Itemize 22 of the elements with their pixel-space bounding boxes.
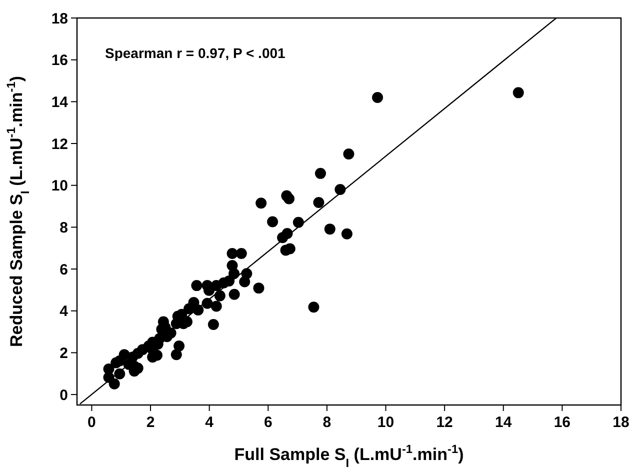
x-tick-label: 2 [146, 414, 155, 431]
x-tick-label: 4 [205, 414, 214, 431]
x-tick-label: 12 [436, 414, 453, 431]
y-tick-label: 8 [60, 219, 68, 236]
y-tick-label: 0 [60, 386, 68, 404]
y-tick-label: 16 [51, 52, 68, 70]
y-tick-label: 6 [60, 261, 68, 278]
y-tick-label: 12 [51, 136, 68, 153]
x-tick-label: 8 [322, 414, 332, 431]
y-tick-label: 4 [60, 303, 69, 320]
y-tick-label: 2 [60, 344, 68, 362]
x-tick-label: 10 [377, 414, 394, 431]
x-tick-label: 0 [88, 414, 96, 431]
x-tick-label: 14 [495, 414, 512, 431]
y-tick-label: 18 [51, 10, 68, 28]
y-tick-label: 14 [51, 94, 69, 111]
x-tick-label: 18 [612, 414, 630, 431]
x-axis-title: Full Sample S$_{I}$ (L.mU$^{-1}$.min$^{-1}$) [234, 442, 464, 470]
annotation: Spearman r = 0.97, P < .001 [105, 45, 286, 61]
y-tick-label: 10 [51, 178, 68, 195]
x-tick-label: 6 [264, 414, 272, 431]
x-tick-label: 16 [554, 414, 571, 431]
